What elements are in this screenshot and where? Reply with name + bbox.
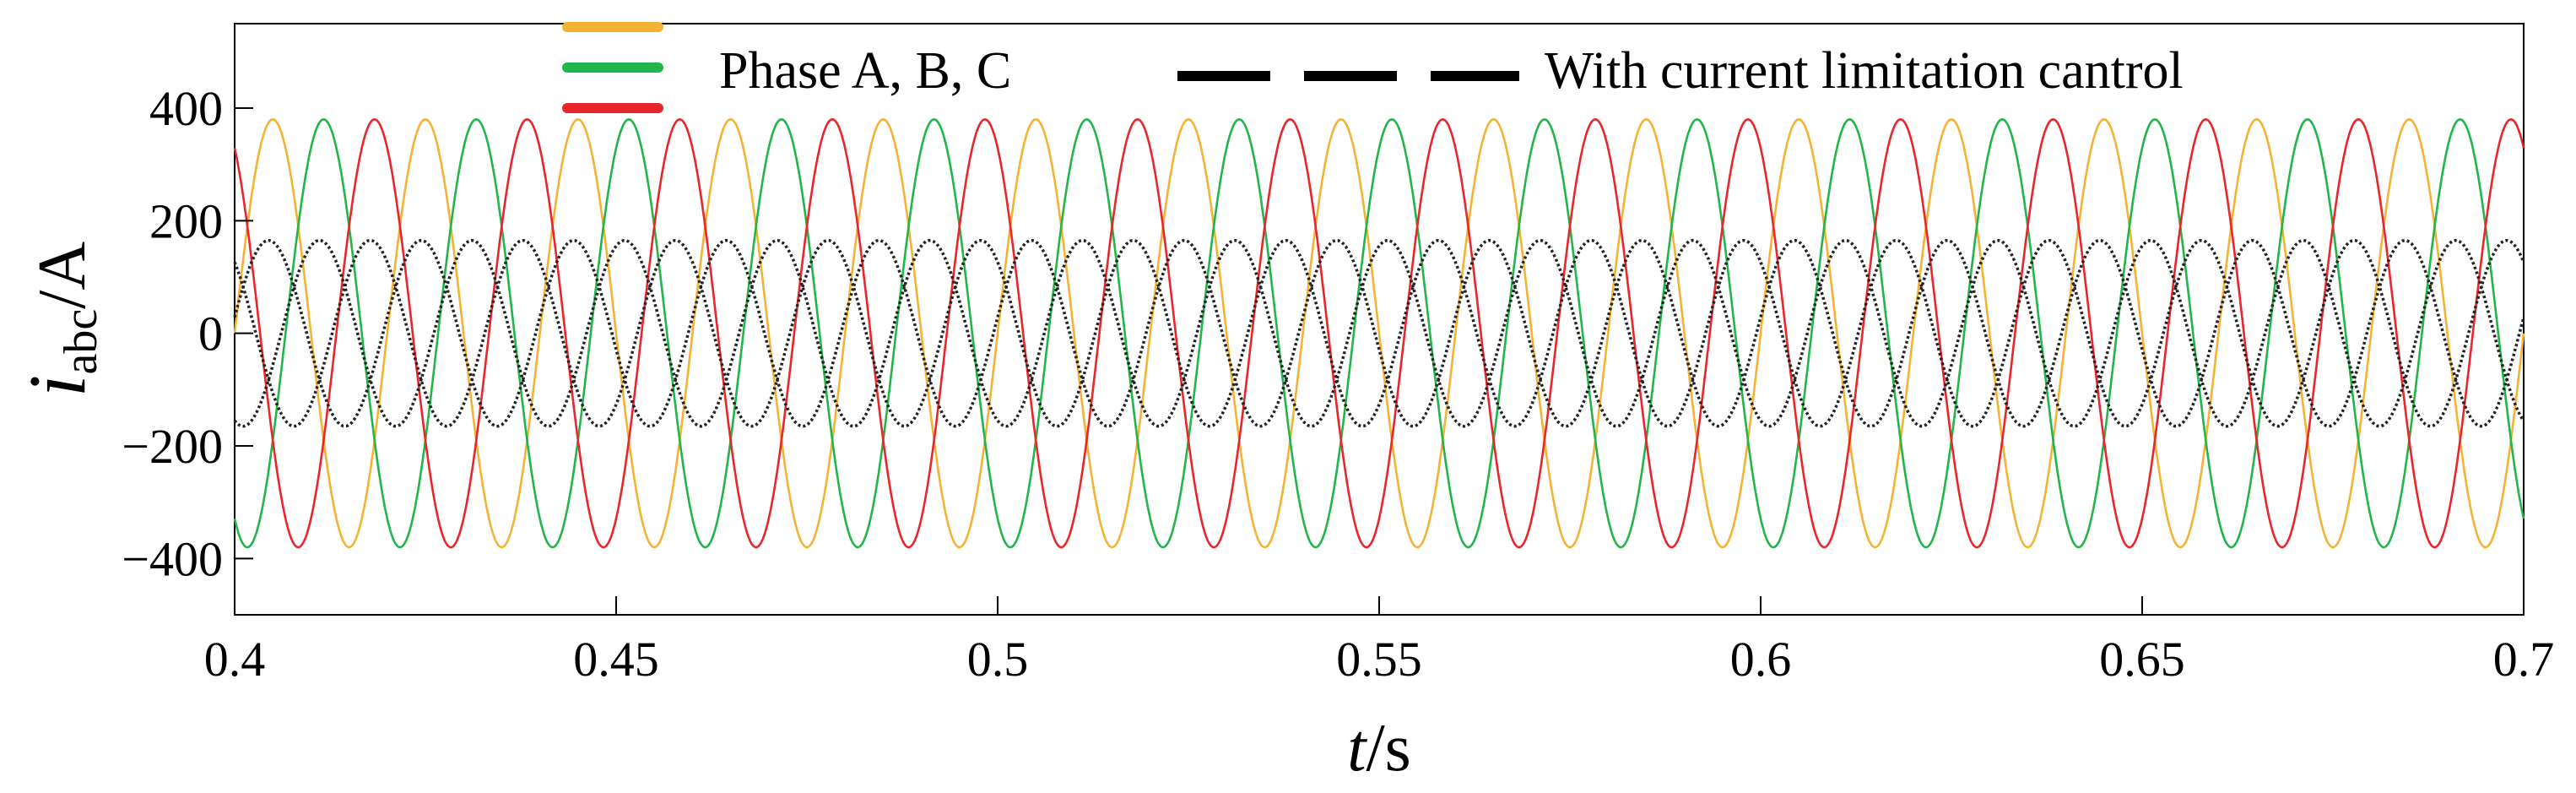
y-tick-label: 400 [149, 81, 223, 136]
y-axis-label-unit: /A [25, 242, 100, 309]
series-line-1 [233, 117, 2525, 549]
legend-label-current-limitation: With current limitation cantrol [1545, 42, 2184, 100]
svg-text:t/s: t/s [1347, 711, 1411, 785]
series-line-4 [233, 238, 2525, 428]
series-layer [233, 117, 2525, 549]
series-line-5 [233, 238, 2525, 428]
ticks-layer: 0.4 0.45 0.5 0.55 0.6 0.65 0.7 400 200 0 −200 −400 [122, 81, 2554, 687]
y-tick-label: 200 [149, 193, 223, 248]
y-axis-label-subscript: abc [55, 309, 107, 375]
legend: Phase A, B, C With current limitation ca… [562, 22, 2184, 113]
series-line-3 [233, 118, 2525, 549]
x-axis-label-unit: /s [1366, 711, 1410, 785]
svg-text:iabc/A: iabc/A [12, 242, 107, 398]
x-tick-label: 0.5 [967, 632, 1029, 687]
x-axis-label: t/s [1347, 711, 1411, 785]
legend-label-phases: Phase A, B, C [719, 42, 1011, 100]
y-axis-label-italic: i [12, 375, 102, 398]
series-line-6 [233, 238, 2525, 428]
y-tick-label: 0 [198, 307, 223, 361]
y-tick-label: −400 [122, 531, 223, 586]
x-tick-label: 0.4 [204, 632, 266, 687]
series-line-2 [233, 118, 2525, 549]
x-tick-label: 0.65 [2099, 632, 2185, 687]
x-axis-label-italic: t [1347, 711, 1367, 785]
x-tick-label: 0.7 [2493, 632, 2555, 687]
x-tick-label: 0.6 [1730, 632, 1792, 687]
x-tick-label: 0.55 [1336, 632, 1422, 687]
y-tick-label: −200 [122, 419, 223, 474]
y-axis-label: iabc/A [12, 242, 107, 398]
x-tick-label: 0.45 [573, 632, 659, 687]
